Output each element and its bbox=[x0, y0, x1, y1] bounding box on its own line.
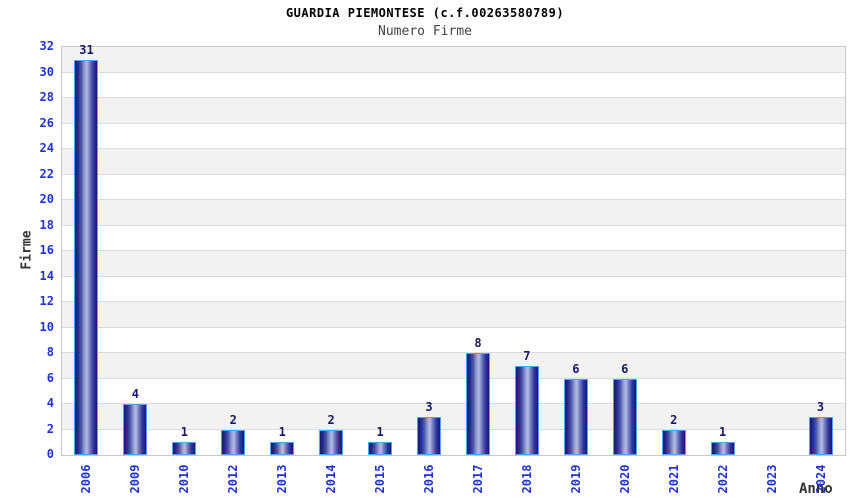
x-tick-label: 2023 bbox=[764, 464, 779, 494]
y-tick-label: 28 bbox=[39, 90, 54, 104]
grid-band bbox=[62, 72, 845, 98]
bar-value-label: 3 bbox=[425, 399, 433, 414]
grid-line bbox=[62, 377, 845, 379]
bar-2019 bbox=[563, 378, 588, 455]
grid-band bbox=[62, 302, 845, 328]
chart-subtitle: Numero Firme bbox=[378, 24, 472, 39]
bar-value-label: 2 bbox=[327, 412, 335, 427]
bar-2006 bbox=[74, 59, 99, 455]
grid-band bbox=[62, 404, 845, 430]
y-tick-label: 26 bbox=[39, 115, 54, 130]
grid-band bbox=[62, 149, 845, 175]
grid-line bbox=[62, 326, 845, 328]
grid-band bbox=[62, 378, 845, 404]
grid-line bbox=[62, 250, 845, 251]
x-tick-label: 2016 bbox=[422, 464, 437, 494]
bar-value-label: 7 bbox=[523, 348, 531, 363]
bar-2021 bbox=[661, 429, 686, 455]
y-tick-label: 6 bbox=[46, 370, 54, 385]
bar-value-label: 6 bbox=[621, 361, 629, 376]
grid-line bbox=[62, 122, 845, 124]
x-tick-label: 2015 bbox=[373, 464, 388, 494]
y-tick-label: 32 bbox=[39, 39, 54, 53]
x-tick-label: 2019 bbox=[568, 464, 583, 494]
bar-2018 bbox=[514, 365, 539, 455]
grid-line bbox=[62, 403, 845, 404]
x-tick-label: 2017 bbox=[470, 464, 485, 494]
y-tick-label: 16 bbox=[39, 243, 54, 257]
grid-band bbox=[62, 327, 845, 353]
bar-value-label: 3 bbox=[816, 399, 825, 414]
x-tick-label: 2014 bbox=[324, 464, 339, 494]
grid-band bbox=[62, 276, 845, 302]
bar-value-label: 2 bbox=[670, 412, 678, 427]
bar-value-label: 1 bbox=[719, 425, 727, 440]
grid-line bbox=[62, 224, 845, 226]
bar-2010 bbox=[172, 442, 197, 455]
grid-band bbox=[62, 353, 845, 379]
grid-band bbox=[62, 174, 845, 200]
y-tick-label: 24 bbox=[39, 141, 54, 155]
grid-line bbox=[62, 71, 845, 73]
bar-value-label: 1 bbox=[376, 425, 384, 440]
grid-band bbox=[62, 251, 845, 277]
grid-line bbox=[62, 301, 845, 302]
bar-2012 bbox=[221, 429, 246, 455]
bar-2014 bbox=[319, 429, 344, 455]
y-tick-label: 18 bbox=[39, 217, 54, 232]
grid-band bbox=[62, 47, 845, 73]
bar-value-label: 1 bbox=[278, 425, 286, 440]
x-axis-title: Anno bbox=[799, 481, 833, 497]
x-tick-label: 2010 bbox=[177, 464, 192, 494]
y-tick-label: 22 bbox=[39, 166, 54, 181]
y-tick-label: 2 bbox=[46, 421, 54, 436]
y-tick-label: 8 bbox=[46, 345, 54, 359]
bar-2022 bbox=[710, 442, 735, 455]
x-tick-label: 2013 bbox=[275, 464, 290, 494]
grid-line bbox=[62, 352, 845, 353]
bar-value-label: 4 bbox=[131, 387, 140, 401]
grid-line bbox=[62, 97, 845, 98]
grid-line bbox=[62, 148, 845, 149]
y-tick-label: 0 bbox=[46, 447, 54, 461]
bar-2013 bbox=[270, 442, 295, 455]
grid-line bbox=[62, 275, 845, 277]
bar-2015 bbox=[368, 442, 393, 455]
x-tick-label: 2022 bbox=[715, 464, 730, 494]
y-tick-label: 30 bbox=[39, 64, 54, 79]
bar-value-label: 2 bbox=[229, 412, 237, 427]
grid-line bbox=[62, 173, 845, 175]
x-tick-label: 2020 bbox=[617, 464, 632, 494]
bar-2009 bbox=[123, 404, 148, 455]
bar-2020 bbox=[612, 378, 637, 455]
x-tick-label: 2018 bbox=[519, 464, 534, 494]
bar-value-label: 8 bbox=[474, 336, 482, 350]
chart-title: GUARDIA PIEMONTESE (c.f.00263580789) bbox=[285, 6, 565, 20]
grid-band bbox=[62, 200, 845, 226]
y-tick-label: 20 bbox=[39, 192, 54, 206]
bar-2016 bbox=[417, 416, 442, 455]
grid-line bbox=[62, 428, 845, 430]
bar-value-label: 1 bbox=[180, 425, 188, 440]
bar-2017 bbox=[465, 353, 490, 455]
grid-band bbox=[62, 123, 845, 149]
bar-value-label: 31 bbox=[79, 42, 94, 57]
x-tick-label: 2021 bbox=[666, 464, 681, 494]
grid-band bbox=[62, 225, 845, 251]
plot-area: 31 4 1 2 1 2 1 3 8 7 6 6 2 1 3 bbox=[61, 42, 846, 456]
y-tick-label: 12 bbox=[39, 294, 54, 308]
grid-line bbox=[62, 199, 845, 200]
y-tick-label: 10 bbox=[39, 319, 54, 334]
y-tick-label: 14 bbox=[39, 268, 54, 283]
x-tick-label: 2012 bbox=[226, 464, 241, 494]
x-tick-label: 2006 bbox=[79, 464, 94, 494]
bar-value-label: 6 bbox=[572, 361, 580, 376]
x-tick-label: 2009 bbox=[128, 464, 143, 494]
grid-band bbox=[62, 98, 845, 124]
bar-2024 bbox=[808, 416, 833, 455]
y-tick-label: 4 bbox=[46, 396, 54, 410]
